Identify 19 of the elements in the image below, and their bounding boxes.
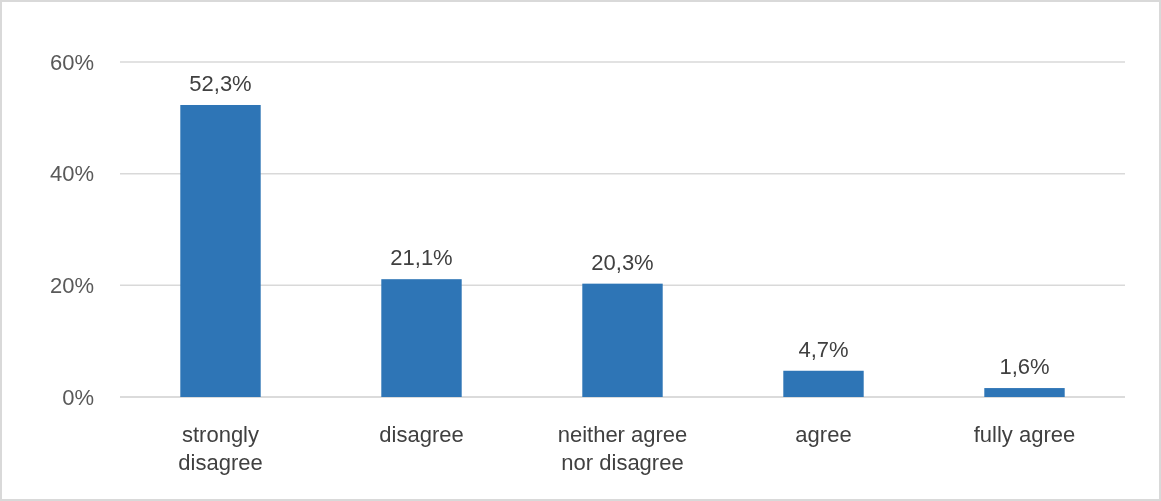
- y-tick-label: 40%: [49, 161, 94, 187]
- x-tick-label: fully agree: [973, 422, 1076, 447]
- y-tick-label: 20%: [49, 273, 94, 299]
- bar: [582, 283, 663, 397]
- y-tick-label: 0%: [62, 384, 94, 410]
- data-label: 1,6%: [999, 354, 1050, 380]
- data-label: 21,1%: [390, 245, 453, 271]
- data-label: 52,3%: [189, 70, 252, 96]
- bar: [180, 104, 261, 397]
- bar: [783, 370, 864, 397]
- x-tick-label: disagree: [379, 422, 464, 447]
- bar: [984, 388, 1065, 397]
- x-tick-label: strongly disagree: [178, 422, 263, 475]
- bar: [381, 279, 462, 397]
- data-label: 20,3%: [591, 249, 654, 275]
- x-tick-label: agree: [795, 422, 852, 447]
- y-tick-label: 60%: [49, 49, 94, 75]
- data-label: 4,7%: [798, 336, 849, 362]
- x-tick-label: neither agree nor disagree: [557, 422, 688, 475]
